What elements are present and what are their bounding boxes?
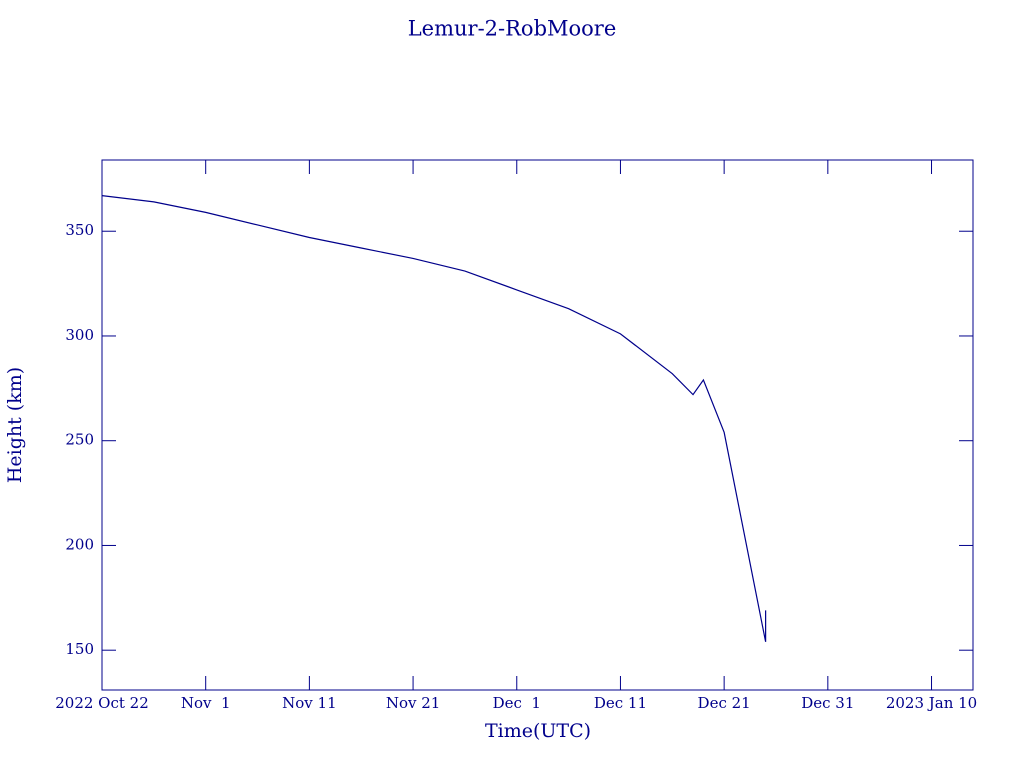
x-tick-label: Dec 21	[698, 694, 751, 712]
chart-title: Lemur-2-RobMoore	[408, 17, 617, 41]
x-tick-label: 2023 Jan 10	[886, 694, 977, 712]
y-tick-label: 250	[65, 431, 94, 449]
x-tick-label: Nov 1	[181, 694, 231, 712]
x-axis-label: Time(UTC)	[485, 720, 591, 742]
x-tick-label: Nov 11	[282, 694, 337, 712]
x-tick-label: Dec 31	[801, 694, 854, 712]
y-tick-label: 200	[65, 535, 94, 553]
y-tick-label: 300	[65, 326, 94, 344]
y-tick-label: 350	[65, 221, 94, 239]
x-tick-label: Dec 11	[594, 694, 647, 712]
y-axis-label: Height (km)	[4, 367, 26, 483]
x-tick-label: Dec 1	[493, 694, 541, 712]
x-tick-label: Nov 21	[386, 694, 441, 712]
y-tick-label: 150	[65, 640, 94, 658]
x-tick-label: 2022 Oct 22	[55, 694, 149, 712]
plot-frame	[101, 159, 974, 691]
data-line	[101, 195, 767, 642]
